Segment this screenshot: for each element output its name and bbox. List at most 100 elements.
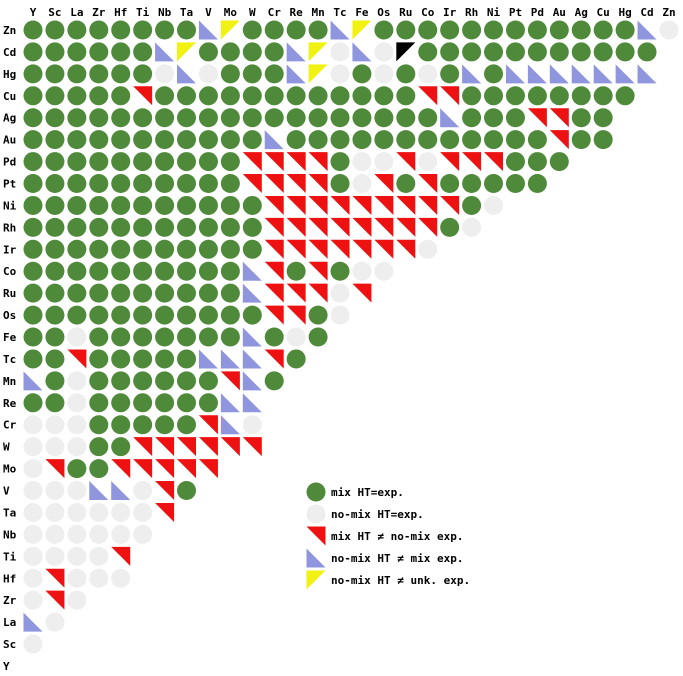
cell-Zn-La <box>67 20 87 40</box>
cell-Pt-Re <box>286 174 306 194</box>
cell-Cu-Ta <box>177 86 197 106</box>
row-label-Cr: Cr <box>3 419 17 432</box>
cell-Mn-La <box>67 371 87 391</box>
cell-Cu-Sc <box>45 86 65 106</box>
cell-Cu-Ti <box>133 86 153 106</box>
cell-Co-Mn <box>308 261 328 281</box>
cell-Au-Ir <box>440 130 460 150</box>
cell-Re-Nb <box>155 393 175 413</box>
cell-Pd-Zr <box>89 152 109 172</box>
column-label-V: V <box>205 6 212 19</box>
cell-Os-Nb <box>155 305 175 325</box>
cell-Ir-Tc <box>330 239 350 259</box>
cell-Pt-Ta <box>177 174 197 194</box>
cell-Zn-Au <box>549 20 569 40</box>
cell-Au-Cu <box>593 130 613 150</box>
cell-Fe-Zr <box>89 327 109 347</box>
cell-Re-Y <box>23 393 43 413</box>
column-label-Nb: Nb <box>158 6 172 19</box>
cell-W-Hf <box>111 437 131 457</box>
cell-Pd-Cr <box>264 152 284 172</box>
cell-Hf-Zr <box>89 568 109 588</box>
cell-Ta-Zr <box>89 502 109 522</box>
cell-Cd-La <box>67 42 87 62</box>
cell-Au-V <box>198 130 218 150</box>
cell-Cd-Ta <box>177 42 197 62</box>
row-label-Pd: Pd <box>3 156 16 169</box>
column-label-W: W <box>249 6 256 19</box>
cell-Ag-Ag <box>571 108 591 128</box>
row-label-Fe: Fe <box>3 331 17 344</box>
cell-Cd-Mn <box>308 42 328 62</box>
cell-Cd-Hf <box>111 42 131 62</box>
cell-Hg-Hg <box>615 64 635 84</box>
cell-Pt-Sc <box>45 174 65 194</box>
cell-Ag-Tc <box>330 108 350 128</box>
cell-Cu-Pt <box>505 86 525 106</box>
row-label-Cd: Cd <box>3 46 16 59</box>
cell-Ni-Rh <box>462 195 482 215</box>
cell-Cd-Ti <box>133 42 153 62</box>
cell-Mo-Ta <box>177 459 197 479</box>
cell-Au-Os <box>374 130 394 150</box>
cell-Hg-Pt <box>505 64 525 84</box>
cell-Rh-Y <box>23 217 43 237</box>
cell-Pd-Pt <box>505 152 525 172</box>
cell-Cd-W <box>242 42 262 62</box>
cell-Ti-Hf <box>111 546 131 566</box>
legend-label: mix HT=exp. <box>331 486 404 499</box>
cell-Cu-Au <box>549 86 569 106</box>
cell-Au-Re <box>286 130 306 150</box>
cell-Ir-Co <box>418 239 438 259</box>
cell-W-Zr <box>89 437 109 457</box>
cell-W-Y <box>23 437 43 457</box>
cell-Rh-Mn <box>308 217 328 237</box>
cell-Hg-Nb <box>155 64 175 84</box>
cell-Ag-Ta <box>177 108 197 128</box>
cell-Ti-Zr <box>89 546 109 566</box>
cell-Nb-La <box>67 524 87 544</box>
row-label-Mo: Mo <box>3 463 17 476</box>
cell-Cd-Y <box>23 42 43 62</box>
cell-Cr-Nb <box>155 415 175 435</box>
cell-Rh-Mo <box>220 217 240 237</box>
cell-Mo-Sc <box>45 459 65 479</box>
cell-Ni-Os <box>374 195 394 215</box>
legend: mix HT=exp. no-mix HT=exp. mix HT ≠ no-mix… <box>306 482 470 590</box>
cell-Rh-Tc <box>330 217 350 237</box>
cell-Tc-V <box>198 349 218 369</box>
cell-Pt-Co <box>418 174 438 194</box>
cell-Hg-Os <box>374 64 394 84</box>
cell-Co-Re <box>286 261 306 281</box>
cell-Os-W <box>242 305 262 325</box>
cell-Pd-Fe <box>352 152 372 172</box>
cell-Pd-Re <box>286 152 306 172</box>
row-label-Zr: Zr <box>3 594 17 607</box>
cell-Pd-V <box>198 152 218 172</box>
cell-Zn-Ru <box>396 20 416 40</box>
cell-Ru-Cr <box>264 283 284 303</box>
row-label-Nb: Nb <box>3 528 17 541</box>
cell-Pt-Os <box>374 174 394 194</box>
cell-La-Y <box>23 612 43 632</box>
cell-Zn-V <box>198 20 218 40</box>
cell-Mo-Hf <box>111 459 131 479</box>
cell-Co-Cr <box>264 261 284 281</box>
legend-label: no-mix HT ≠ mix exp. <box>331 552 463 565</box>
cell-Ru-Y <box>23 283 43 303</box>
cell-Pt-Fe <box>352 174 372 194</box>
cell-Zn-Tc <box>330 20 350 40</box>
cell-Au-Y <box>23 130 43 150</box>
cell-Ni-Sc <box>45 195 65 215</box>
cell-Pt-V <box>198 174 218 194</box>
cell-Rh-Ir <box>440 217 460 237</box>
cell-Pt-Nb <box>155 174 175 194</box>
cell-Zr-Sc <box>45 590 65 610</box>
cell-Co-W <box>242 261 262 281</box>
cell-Rh-Cr <box>264 217 284 237</box>
cell-Pd-Ta <box>177 152 197 172</box>
cell-Re-Ta <box>177 393 197 413</box>
cell-Hg-Cu <box>593 64 613 84</box>
cell-Tc-Mo <box>220 349 240 369</box>
cell-Au-Ag <box>571 130 591 150</box>
